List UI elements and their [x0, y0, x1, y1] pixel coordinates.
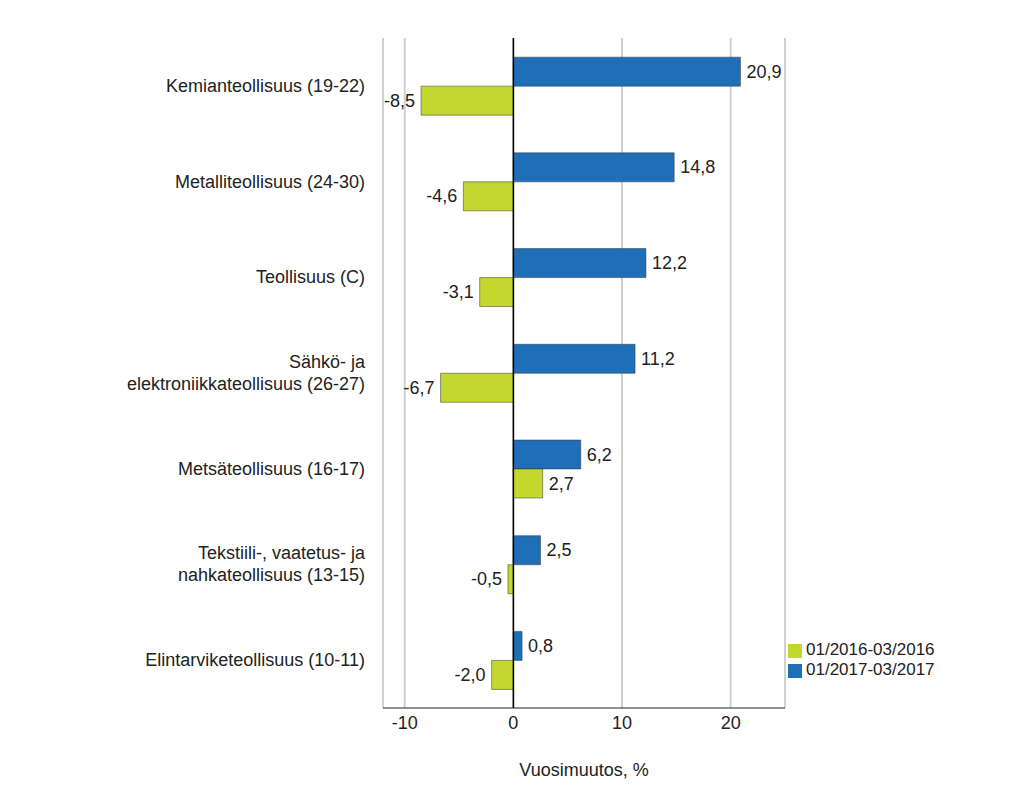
svg-text:Sähkö- jaelektroniikkateollisu: Sähkö- jaelektroniikkateollisuus (26-27) — [127, 352, 366, 394]
svg-text:Tekstiili-, vaatetus- janahkat: Tekstiili-, vaatetus- janahkateollisuus … — [178, 543, 366, 585]
svg-text:0: 0 — [508, 713, 518, 733]
svg-text:-8,5: -8,5 — [384, 91, 415, 111]
svg-text:10: 10 — [612, 713, 632, 733]
svg-text:Metsäteollisuus (16-17): Metsäteollisuus (16-17) — [178, 459, 365, 479]
svg-text:6,2: 6,2 — [587, 445, 612, 465]
svg-text:-6,7: -6,7 — [404, 378, 435, 398]
svg-text:14,8: 14,8 — [680, 157, 715, 177]
svg-text:-2,0: -2,0 — [455, 665, 486, 685]
svg-text:11,2: 11,2 — [641, 349, 675, 369]
svg-text:20: 20 — [721, 713, 741, 733]
svg-text:Metalliteollisuus (24-30): Metalliteollisuus (24-30) — [175, 172, 365, 192]
svg-text:-10: -10 — [392, 713, 418, 733]
svg-text:-3,1: -3,1 — [443, 282, 474, 302]
svg-text:Elintarviketeollisuus (10-11): Elintarviketeollisuus (10-11) — [145, 650, 365, 670]
svg-text:2,7: 2,7 — [549, 474, 574, 494]
svg-text:-4,6: -4,6 — [426, 186, 457, 206]
svg-text:0,8: 0,8 — [528, 636, 553, 656]
svg-text:Kemianteollisuus (19-22): Kemianteollisuus (19-22) — [166, 76, 365, 96]
svg-text:12,2: 12,2 — [652, 253, 687, 273]
html-text:01/2016-03/2016: 01/2016-03/2016 — [806, 640, 935, 659]
svg-text:-0,5: -0,5 — [471, 569, 502, 589]
svg-text:2,5: 2,5 — [547, 540, 572, 560]
svg-text:Teollisuus (C): Teollisuus (C) — [256, 267, 365, 287]
svg-text:Vuosimuutos, %: Vuosimuutos, % — [519, 760, 648, 780]
html-text:01/2017-03/2017: 01/2017-03/2017 — [806, 660, 935, 679]
svg-text:20,9: 20,9 — [746, 62, 781, 82]
